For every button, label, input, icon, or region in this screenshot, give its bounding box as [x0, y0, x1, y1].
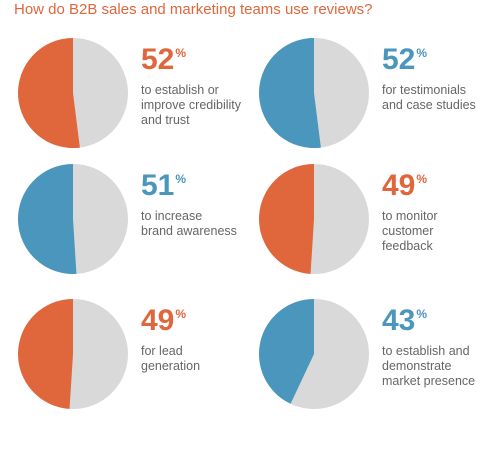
pie-slice: [259, 38, 321, 148]
pie-slice: [258, 299, 314, 404]
pie-slice: [18, 299, 74, 409]
percent-label: 52%: [382, 45, 427, 75]
pie-description: to increase brand awareness: [141, 209, 259, 239]
percent-label: 49%: [382, 171, 427, 201]
description-line: and case studies: [382, 98, 476, 112]
pie-item: 52% to establish or improve credibility and…: [17, 37, 261, 167]
pie-item: 49% for lead generation: [17, 298, 261, 428]
pie-description: to establish and demonstrate market presen…: [382, 344, 488, 389]
pie-chart: [18, 38, 128, 148]
percent-label: 51%: [141, 171, 186, 201]
pie-chart: [18, 299, 128, 409]
description-line: for lead: [141, 344, 183, 358]
description-line: brand awareness: [141, 224, 237, 238]
percent-unit: %: [416, 172, 428, 186]
description-line: for testimonials: [382, 83, 467, 97]
pie-slice: [17, 164, 77, 274]
description-line: to increase: [141, 209, 203, 223]
description-line: to establish and: [382, 344, 470, 358]
percent-value: 51: [141, 169, 175, 202]
percent-unit: %: [175, 172, 187, 186]
percent-unit: %: [175, 307, 187, 321]
percent-unit: %: [175, 46, 187, 60]
pie-chart: [258, 299, 369, 409]
pie-description: to monitor customer feedback: [382, 209, 488, 254]
chart-title: How do B2B sales and marketing teams use…: [14, 1, 373, 18]
pie-slice: [18, 38, 80, 148]
pie-chart: [259, 164, 369, 274]
percent-label: 49%: [141, 306, 186, 336]
percent-value: 49: [382, 169, 416, 202]
description-line: to establish or: [141, 83, 219, 97]
description-line: generation: [141, 359, 201, 373]
pie-description: for testimonials and case studies: [382, 83, 488, 113]
pie-description: to establish or improve credibility and tr…: [141, 83, 259, 128]
pie-item: 51% to increase brand awareness: [17, 163, 261, 293]
percent-value: 49: [141, 304, 175, 337]
percent-label: 52%: [141, 45, 186, 75]
percent-unit: %: [416, 307, 428, 321]
percent-value: 52: [382, 43, 416, 76]
description-line: to monitor: [382, 209, 438, 223]
pie-item: 49% to monitor customer feedback: [258, 163, 488, 293]
pie-chart: [259, 38, 369, 148]
description-line: demonstrate: [382, 359, 452, 373]
pie-slice: [259, 164, 314, 274]
pie-item: 43% to establish and demonstrate market pre…: [258, 298, 488, 428]
percent-label: 43%: [382, 306, 427, 336]
percent-value: 52: [141, 43, 175, 76]
description-line: customer: [382, 224, 434, 238]
description-line: and trust: [141, 113, 190, 127]
description-line: market presence: [382, 374, 476, 388]
percent-unit: %: [416, 46, 428, 60]
percent-value: 43: [382, 304, 416, 337]
description-line: feedback: [382, 239, 433, 253]
pie-item: 52% for testimonials and case studies: [258, 37, 488, 167]
pie-description: for lead generation: [141, 344, 259, 374]
pie-chart: [17, 164, 128, 274]
description-line: improve credibility: [141, 98, 242, 112]
